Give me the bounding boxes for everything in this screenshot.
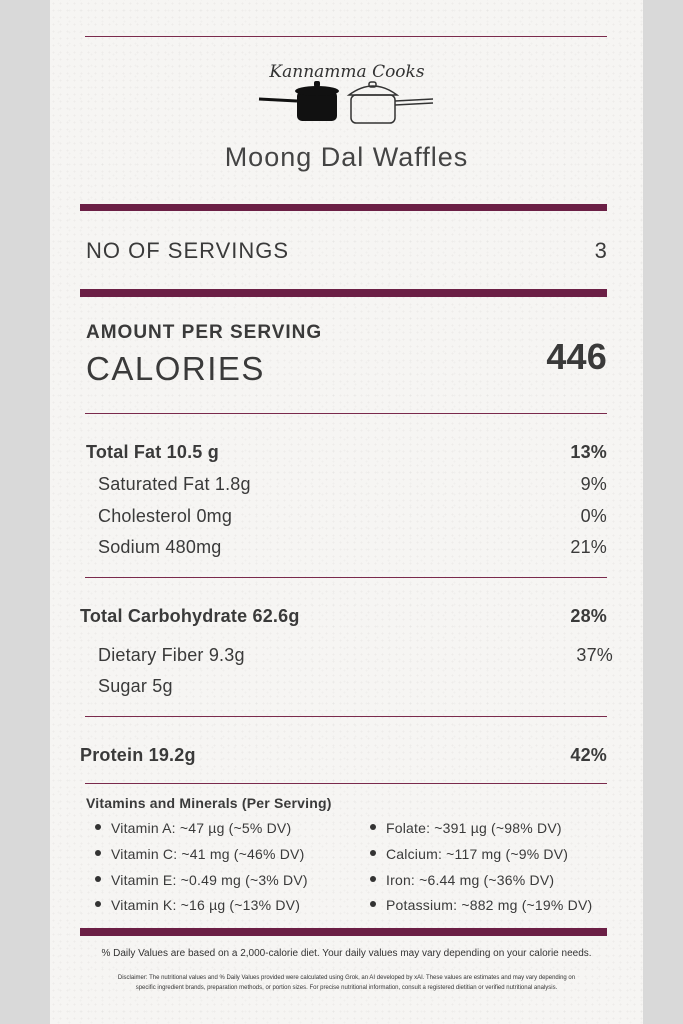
saturated-fat-label: Saturated Fat 1.8g [98,474,251,494]
thick-divider-3 [80,928,607,936]
disclaimer-line-2: specific ingredient brands, preparation … [135,985,558,991]
divider-protein [85,783,607,784]
divider-carbs [85,716,607,717]
disclaimer-line-1: Disclaimer: The nutritional values and %… [117,975,576,981]
total-fat-label: Total Fat 10.5 g [86,442,219,462]
total-carbs-dv: 28% [570,606,607,626]
sodium-label: Sodium 480mg [98,537,222,557]
servings-value: 3 [594,238,607,263]
protein-dv: 42% [570,745,607,765]
servings-label: NO OF SERVINGS [86,238,290,263]
bullet-icon [370,876,376,883]
nutrition-label-card: Kannamma Cooks Moong Dal Waffles NO OF S… [50,0,643,1024]
bullet-icon [370,901,376,908]
recipe-title: Moong Dal Waffles [224,142,469,172]
thick-divider-1 [80,204,607,211]
thick-divider-2 [80,289,607,297]
cholesterol-dv: 0% [580,506,607,526]
total-fat-dv: 13% [570,442,607,462]
vitamin-item: Vitamin C: ~41 mg (~46% DV) [95,846,304,862]
svg-text:Kannamma Cooks: Kannamma Cooks [268,62,424,82]
mineral-item: Folate: ~391 µg (~98% DV) [370,820,562,836]
bullet-icon [95,876,101,883]
bullet-icon [370,824,376,831]
bullet-icon [95,850,101,857]
calories-label: CALORIES [86,350,265,387]
vitamin-item: Vitamin K: ~16 µg (~13% DV) [95,897,300,913]
kannamma-cooks-logo: Kannamma Cooks [255,55,440,127]
top-divider [85,36,607,37]
protein-label: Protein 19.2g [80,745,196,765]
divider-calories [85,413,607,414]
bullet-icon [95,824,101,831]
saturated-fat-dv: 9% [580,474,607,494]
sugar-label: Sugar 5g [98,676,173,696]
vitamin-item: Vitamin A: ~47 µg (~5% DV) [95,820,291,836]
calories-value: 446 [546,336,607,377]
cholesterol-label: Cholesterol 0mg [98,506,233,526]
dietary-fiber-label: Dietary Fiber 9.3g [98,645,245,665]
sodium-dv: 21% [570,537,607,557]
mineral-item: Calcium: ~117 mg (~9% DV) [370,846,568,862]
dietary-fiber-dv: 37% [576,645,613,665]
daily-value-footnote: % Daily Values are based on a 2,000-calo… [101,948,592,959]
vitamin-item: Vitamin E: ~0.49 mg (~3% DV) [95,872,308,888]
total-carbs-label: Total Carbohydrate 62.6g [80,606,300,626]
divider-fat [85,577,607,578]
amount-per-serving-label: AMOUNT PER SERVING [86,322,323,343]
bullet-icon [95,901,101,908]
mineral-item: Iron: ~6.44 mg (~36% DV) [370,872,554,888]
mineral-item: Potassium: ~882 mg (~19% DV) [370,897,592,913]
bullet-icon [370,850,376,857]
vitamins-heading: Vitamins and Minerals (Per Serving) [86,795,332,811]
